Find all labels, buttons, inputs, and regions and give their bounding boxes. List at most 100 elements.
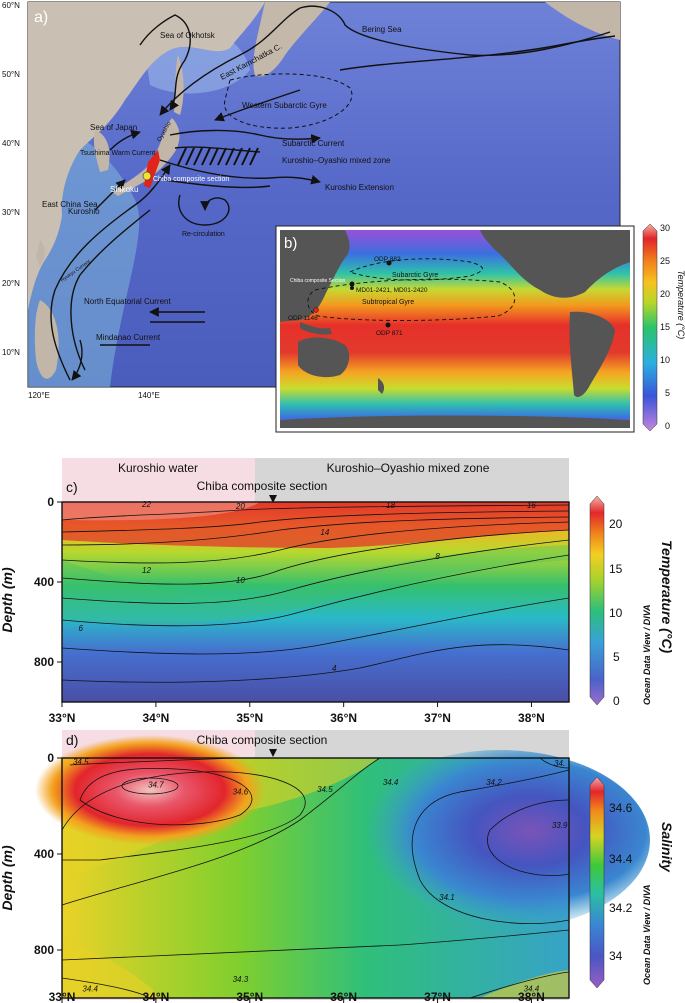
- site-odp1146: [313, 307, 319, 313]
- b-cb-tick: 20: [660, 289, 670, 299]
- c-colorbar-title: Temperature (°C): [659, 540, 675, 654]
- x-tick-label: 33°N: [49, 711, 76, 725]
- b-colorbar: [642, 223, 658, 432]
- c-colorbar-ticks: 20 15 10 5 0: [609, 517, 623, 708]
- western-subarctic-gyre-outline: [224, 73, 353, 129]
- x-tick-label: 35°N: [236, 711, 263, 725]
- contour-label: 6: [79, 624, 84, 633]
- d-section-label: Chiba composite section: [197, 733, 328, 747]
- y-tick-label: 0: [47, 495, 54, 509]
- site-chiba: [349, 281, 355, 287]
- contour-label: 34.4: [383, 778, 399, 787]
- c-x-ticks: 33°N 34°N 35°N 36°N 37°N 38°N: [49, 702, 545, 725]
- label-mindanao: Mindanao Current: [96, 333, 161, 342]
- alaska-land: [545, 2, 620, 40]
- label-east-china-sea: East China Sea: [42, 200, 98, 209]
- label-tsushima: Tsushima Warm Current: [80, 150, 155, 157]
- contour-label: 10: [236, 576, 245, 585]
- c-header-kuroshio-bg: [62, 458, 255, 502]
- asia-land: [28, 2, 265, 310]
- d-low-salinity-core: [350, 750, 650, 930]
- contour-label: 34.5: [317, 785, 333, 794]
- b-colorbar-ticks: 30 25 20 15 10 5 0: [660, 223, 670, 431]
- c-header-kuroshio: Kuroshio water: [118, 461, 198, 475]
- d-colorbar-ticks: 34.6 34.4 34.2 34: [609, 801, 633, 963]
- b-colorbar-label: Temperature (°C): [676, 270, 685, 339]
- x-tick-label: 36°N: [330, 711, 357, 725]
- c-green-band: [62, 545, 569, 624]
- label-recirculation: Re-circulation: [182, 231, 225, 238]
- chiba-yellow-dot: [142, 171, 152, 181]
- d-contours: [61, 757, 570, 999]
- c-cb-tick: 20: [609, 517, 623, 531]
- c-y-ticks: 0 400 800: [34, 495, 62, 669]
- contour-label: 20: [235, 502, 245, 511]
- contour-label: 8: [435, 552, 440, 561]
- d-deep-yellow-left: [62, 940, 160, 998]
- contour-label: 34.2: [486, 778, 502, 787]
- x-tick-label: 38°N: [518, 990, 545, 1003]
- panel-a-label: a): [34, 9, 48, 26]
- c-section-marker: [269, 495, 277, 503]
- y-tick-label: 800: [34, 943, 54, 957]
- d-contour-labels: 34.5 34.7 34.6 34.5 34.4 34.2 34. 33.9 34.1 34.3 3…: [73, 758, 568, 994]
- b-cb-tick: 15: [660, 322, 670, 332]
- c-cb-tick: 0: [613, 694, 620, 708]
- contour-label: 18: [386, 501, 395, 510]
- b-site-label-odp871: ODP 871: [376, 330, 403, 337]
- c-warm-top: [62, 502, 260, 521]
- label-shikoku: Shikoku: [110, 185, 138, 194]
- mixed-zone-hatching: [177, 147, 259, 166]
- x-tick-label: 34°N: [142, 711, 169, 725]
- x-tick-label: 33°N: [49, 990, 76, 1003]
- y-tick-label: 400: [34, 847, 54, 861]
- label-bering: Bering Sea: [362, 25, 402, 34]
- c-plot-field: [62, 502, 569, 702]
- kamchatka-land: [253, 2, 330, 77]
- c-section-label: Chiba composite section: [197, 479, 328, 493]
- b-gyre-label-subtropical: Subtropical Gyre: [362, 299, 414, 306]
- b-south-america: [569, 311, 615, 397]
- lat-tick: 30°N: [2, 208, 20, 217]
- c-header-mixed-bg: [255, 458, 569, 502]
- panel-c-label: c): [66, 479, 78, 495]
- b-cb-tick: 25: [660, 256, 670, 266]
- b-subtropical-gyre: [307, 278, 516, 321]
- b-site-label-odp1146: ODP 1146: [288, 315, 318, 322]
- contour-label: 34.5: [73, 758, 89, 767]
- d-y-ticks: 0 400 800: [34, 751, 62, 957]
- b-antarctica-edge: [280, 415, 630, 428]
- d-plot-field: [35, 735, 650, 998]
- contour-label: 34.6: [233, 788, 249, 797]
- c-contour-labels: 22 20 18 16 14 12 10 8 6 4: [79, 500, 537, 673]
- current-arrows: [50, 5, 616, 381]
- contour-label: 34.1: [439, 893, 455, 902]
- b-site-label-chiba: Chiba composite Section: [290, 278, 346, 284]
- c-cb-tick: 10: [609, 606, 623, 620]
- c-colorbar-source: Ocean Data View / DIVA: [642, 604, 652, 705]
- c-cb-tick: 15: [609, 562, 623, 576]
- b-australia: [298, 337, 350, 378]
- contour-label: 34.4: [82, 984, 98, 993]
- japan-land: [112, 118, 180, 196]
- x-tick-label: 38°N: [518, 711, 545, 725]
- label-sea-of-japan: Sea of Japan: [90, 123, 137, 132]
- c-ylabel: Depth (m): [0, 567, 15, 633]
- site-odp871: [385, 322, 391, 328]
- x-tick-label: 37°N: [424, 990, 451, 1003]
- lat-tick: 60°N: [2, 1, 20, 10]
- panel-c: Kuroshio water Kuroshio–Oyashio mixed zo…: [0, 458, 675, 725]
- d-high-salinity-core: [35, 735, 265, 845]
- korea-land: [93, 130, 110, 172]
- contour-label: 22: [141, 500, 151, 509]
- label-chiba: Chiba composite section: [153, 176, 229, 183]
- label-mixed-zone: Kuroshio–Oyashio mixed zone: [282, 156, 391, 165]
- lat-tick: 40°N: [2, 139, 20, 148]
- c-colorbar: [589, 495, 605, 706]
- d-colorbar: [589, 776, 605, 989]
- b-subarctic-gyre: [348, 258, 483, 281]
- b-north-america: [480, 230, 630, 298]
- b-gyre-label-subarctic: Subarctic Gyre: [392, 272, 438, 279]
- d-plot-frame: [61, 757, 570, 999]
- x-tick-label: 35°N: [236, 990, 263, 1003]
